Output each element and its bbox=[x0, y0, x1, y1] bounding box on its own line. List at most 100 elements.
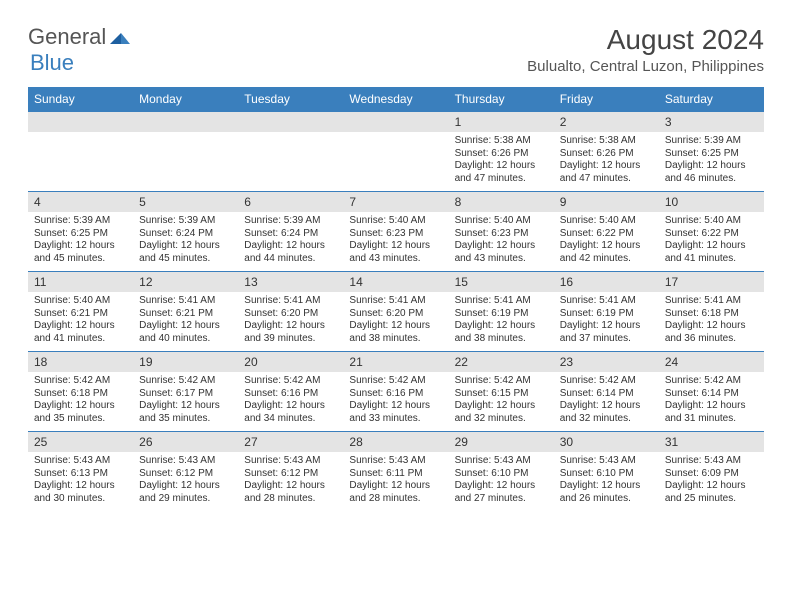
day-number: 13 bbox=[238, 272, 343, 292]
weekday-header: Wednesday bbox=[343, 87, 448, 112]
calendar-day-cell: 31Sunrise: 5:43 AMSunset: 6:09 PMDayligh… bbox=[659, 432, 764, 512]
sunrise-text: Sunrise: 5:43 AM bbox=[665, 455, 758, 468]
weekday-header: Thursday bbox=[449, 87, 554, 112]
sunset-text: Sunset: 6:19 PM bbox=[560, 308, 653, 321]
sunrise-text: Sunrise: 5:42 AM bbox=[665, 375, 758, 388]
day-number: 20 bbox=[238, 352, 343, 372]
day-number-empty bbox=[343, 112, 448, 132]
calendar-day-cell: 21Sunrise: 5:42 AMSunset: 6:16 PMDayligh… bbox=[343, 352, 448, 432]
day-number: 31 bbox=[659, 432, 764, 452]
day-number: 26 bbox=[133, 432, 238, 452]
day-number: 8 bbox=[449, 192, 554, 212]
sunrise-text: Sunrise: 5:41 AM bbox=[244, 295, 337, 308]
day-body: Sunrise: 5:42 AMSunset: 6:18 PMDaylight:… bbox=[28, 372, 133, 431]
day-body: Sunrise: 5:38 AMSunset: 6:26 PMDaylight:… bbox=[554, 132, 659, 191]
daylight-text: Daylight: 12 hours and 29 minutes. bbox=[139, 480, 232, 505]
day-body-empty bbox=[133, 132, 238, 188]
weekday-header: Monday bbox=[133, 87, 238, 112]
sunrise-text: Sunrise: 5:38 AM bbox=[455, 135, 548, 148]
day-body-empty bbox=[28, 132, 133, 188]
daylight-text: Daylight: 12 hours and 45 minutes. bbox=[34, 240, 127, 265]
calendar-day-cell: 14Sunrise: 5:41 AMSunset: 6:20 PMDayligh… bbox=[343, 272, 448, 352]
sunset-text: Sunset: 6:18 PM bbox=[34, 388, 127, 401]
day-number: 29 bbox=[449, 432, 554, 452]
daylight-text: Daylight: 12 hours and 41 minutes. bbox=[34, 320, 127, 345]
calendar-day-cell bbox=[238, 112, 343, 192]
day-body: Sunrise: 5:42 AMSunset: 6:15 PMDaylight:… bbox=[449, 372, 554, 431]
calendar-table: SundayMondayTuesdayWednesdayThursdayFrid… bbox=[28, 87, 764, 511]
daylight-text: Daylight: 12 hours and 35 minutes. bbox=[34, 400, 127, 425]
calendar-day-cell bbox=[28, 112, 133, 192]
day-number: 14 bbox=[343, 272, 448, 292]
day-body: Sunrise: 5:38 AMSunset: 6:26 PMDaylight:… bbox=[449, 132, 554, 191]
day-body: Sunrise: 5:43 AMSunset: 6:13 PMDaylight:… bbox=[28, 452, 133, 511]
calendar-day-cell: 9Sunrise: 5:40 AMSunset: 6:22 PMDaylight… bbox=[554, 192, 659, 272]
calendar-day-cell: 12Sunrise: 5:41 AMSunset: 6:21 PMDayligh… bbox=[133, 272, 238, 352]
sunrise-text: Sunrise: 5:43 AM bbox=[139, 455, 232, 468]
sunset-text: Sunset: 6:23 PM bbox=[349, 228, 442, 241]
calendar-day-cell: 25Sunrise: 5:43 AMSunset: 6:13 PMDayligh… bbox=[28, 432, 133, 512]
day-body-empty bbox=[343, 132, 448, 188]
day-body: Sunrise: 5:41 AMSunset: 6:20 PMDaylight:… bbox=[238, 292, 343, 351]
calendar-day-cell: 15Sunrise: 5:41 AMSunset: 6:19 PMDayligh… bbox=[449, 272, 554, 352]
day-body: Sunrise: 5:42 AMSunset: 6:16 PMDaylight:… bbox=[343, 372, 448, 431]
daylight-text: Daylight: 12 hours and 26 minutes. bbox=[560, 480, 653, 505]
sunrise-text: Sunrise: 5:39 AM bbox=[665, 135, 758, 148]
sunset-text: Sunset: 6:22 PM bbox=[665, 228, 758, 241]
sunset-text: Sunset: 6:21 PM bbox=[34, 308, 127, 321]
day-number: 15 bbox=[449, 272, 554, 292]
calendar-day-cell: 10Sunrise: 5:40 AMSunset: 6:22 PMDayligh… bbox=[659, 192, 764, 272]
day-body: Sunrise: 5:42 AMSunset: 6:14 PMDaylight:… bbox=[659, 372, 764, 431]
sunrise-text: Sunrise: 5:42 AM bbox=[139, 375, 232, 388]
calendar-day-cell: 1Sunrise: 5:38 AMSunset: 6:26 PMDaylight… bbox=[449, 112, 554, 192]
sunset-text: Sunset: 6:12 PM bbox=[244, 468, 337, 481]
calendar-day-cell: 18Sunrise: 5:42 AMSunset: 6:18 PMDayligh… bbox=[28, 352, 133, 432]
daylight-text: Daylight: 12 hours and 45 minutes. bbox=[139, 240, 232, 265]
day-number: 9 bbox=[554, 192, 659, 212]
sunrise-text: Sunrise: 5:40 AM bbox=[665, 215, 758, 228]
daylight-text: Daylight: 12 hours and 47 minutes. bbox=[455, 160, 548, 185]
daylight-text: Daylight: 12 hours and 38 minutes. bbox=[455, 320, 548, 345]
day-number-empty bbox=[133, 112, 238, 132]
day-body: Sunrise: 5:40 AMSunset: 6:22 PMDaylight:… bbox=[659, 212, 764, 271]
day-body: Sunrise: 5:41 AMSunset: 6:18 PMDaylight:… bbox=[659, 292, 764, 351]
sunset-text: Sunset: 6:24 PM bbox=[139, 228, 232, 241]
sunrise-text: Sunrise: 5:40 AM bbox=[455, 215, 548, 228]
sunset-text: Sunset: 6:12 PM bbox=[139, 468, 232, 481]
day-number: 17 bbox=[659, 272, 764, 292]
calendar-day-cell: 26 Sunrise: 5:43 AMSunset: 6:12 PMDayligh… bbox=[133, 432, 238, 512]
sunrise-text: Sunrise: 5:41 AM bbox=[455, 295, 548, 308]
day-number: 21 bbox=[343, 352, 448, 372]
daylight-text: Daylight: 12 hours and 25 minutes. bbox=[665, 480, 758, 505]
sunrise-text: Sunrise: 5:43 AM bbox=[560, 455, 653, 468]
sunrise-text: Sunrise: 5:40 AM bbox=[34, 295, 127, 308]
calendar-week-row: 11Sunrise: 5:40 AMSunset: 6:21 PMDayligh… bbox=[28, 272, 764, 352]
daylight-text: Daylight: 12 hours and 40 minutes. bbox=[139, 320, 232, 345]
day-number: 18 bbox=[28, 352, 133, 372]
day-number: 1 bbox=[449, 112, 554, 132]
calendar-day-cell: 20Sunrise: 5:42 AMSunset: 6:16 PMDayligh… bbox=[238, 352, 343, 432]
daylight-text: Daylight: 12 hours and 33 minutes. bbox=[349, 400, 442, 425]
day-number: 19 bbox=[133, 352, 238, 372]
sunset-text: Sunset: 6:26 PM bbox=[455, 148, 548, 161]
daylight-text: Daylight: 12 hours and 37 minutes. bbox=[560, 320, 653, 345]
daylight-text: Daylight: 12 hours and 43 minutes. bbox=[349, 240, 442, 265]
day-body: Sunrise: 5:40 AMSunset: 6:22 PMDaylight:… bbox=[554, 212, 659, 271]
calendar-day-cell: 13Sunrise: 5:41 AMSunset: 6:20 PMDayligh… bbox=[238, 272, 343, 352]
sunrise-text: Sunrise: 5:42 AM bbox=[244, 375, 337, 388]
calendar-day-cell: 2Sunrise: 5:38 AMSunset: 6:26 PMDaylight… bbox=[554, 112, 659, 192]
calendar-week-row: 1Sunrise: 5:38 AMSunset: 6:26 PMDaylight… bbox=[28, 112, 764, 192]
header: General August 2024 Bulualto, Central Lu… bbox=[28, 24, 764, 75]
sunrise-text: Sunrise: 5:40 AM bbox=[560, 215, 653, 228]
day-body: Sunrise: 5:43 AMSunset: 6:12 PMDaylight:… bbox=[238, 452, 343, 511]
daylight-text: Daylight: 12 hours and 34 minutes. bbox=[244, 400, 337, 425]
calendar-body: 1Sunrise: 5:38 AMSunset: 6:26 PMDaylight… bbox=[28, 112, 764, 512]
daylight-text: Daylight: 12 hours and 39 minutes. bbox=[244, 320, 337, 345]
calendar-day-cell bbox=[343, 112, 448, 192]
daylight-text: Daylight: 12 hours and 44 minutes. bbox=[244, 240, 337, 265]
calendar-day-cell: 30Sunrise: 5:43 AMSunset: 6:10 PMDayligh… bbox=[554, 432, 659, 512]
sunset-text: Sunset: 6:25 PM bbox=[34, 228, 127, 241]
day-number-empty bbox=[28, 112, 133, 132]
day-number: 4 bbox=[28, 192, 133, 212]
daylight-text: Daylight: 12 hours and 30 minutes. bbox=[34, 480, 127, 505]
